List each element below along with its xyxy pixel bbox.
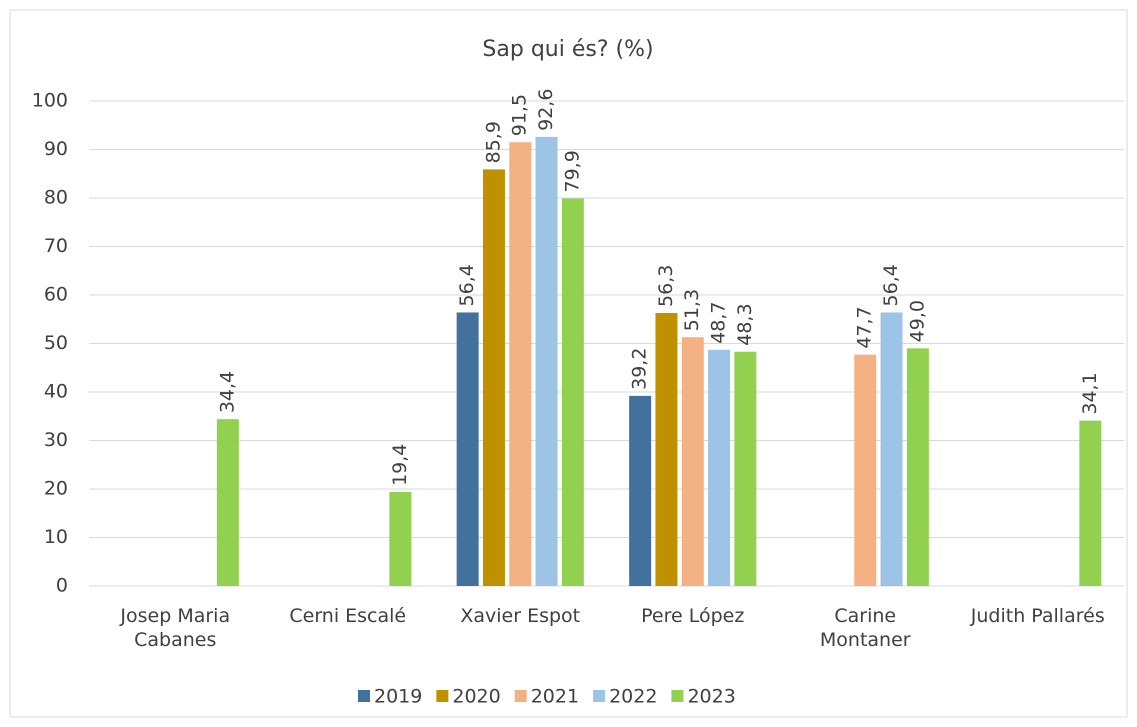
x-tick-label: Pere López bbox=[641, 605, 745, 627]
y-tick-label: 20 bbox=[44, 478, 68, 500]
value-label: 47,7 bbox=[854, 306, 876, 348]
value-label: 85,9 bbox=[482, 121, 504, 163]
bar bbox=[535, 136, 558, 586]
bar bbox=[216, 419, 239, 586]
value-label: 34,1 bbox=[1079, 372, 1101, 414]
y-tick-label: 50 bbox=[44, 332, 68, 354]
bar bbox=[456, 312, 479, 586]
bar bbox=[482, 169, 505, 586]
x-tick-label: Carine Montaner bbox=[819, 605, 911, 651]
value-label: 49,0 bbox=[906, 300, 928, 342]
value-label: 56,4 bbox=[456, 264, 478, 306]
x-tick-label: Cerni Escalé bbox=[289, 605, 407, 627]
value-label: 56,4 bbox=[880, 264, 902, 306]
y-tick-label: 30 bbox=[44, 429, 68, 451]
y-tick-label: 10 bbox=[44, 526, 68, 548]
bar bbox=[655, 312, 678, 586]
legend-label: 2020 bbox=[452, 686, 500, 708]
x-tick-label: Judith Pallarés bbox=[970, 605, 1105, 627]
bar bbox=[854, 354, 877, 586]
value-label: 51,3 bbox=[681, 289, 703, 331]
chart-title: Sap qui és? (%) bbox=[482, 37, 653, 62]
legend-swatch bbox=[514, 690, 527, 702]
bar bbox=[880, 312, 903, 586]
legend-label: 2021 bbox=[531, 686, 579, 708]
bar bbox=[1079, 420, 1102, 586]
y-tick-label: 100 bbox=[32, 90, 68, 112]
value-label: 56,3 bbox=[655, 265, 677, 307]
bar bbox=[389, 491, 412, 586]
legend-label: 2019 bbox=[374, 686, 422, 708]
y-tick-label: 40 bbox=[44, 381, 68, 403]
value-label: 48,7 bbox=[708, 301, 730, 343]
value-label: 79,9 bbox=[561, 150, 583, 192]
value-label: 34,4 bbox=[216, 371, 238, 413]
legend-swatch bbox=[593, 690, 606, 702]
x-tick-label: Xavier Espot bbox=[460, 605, 581, 627]
bar bbox=[561, 198, 584, 587]
value-label: 39,2 bbox=[629, 348, 651, 390]
bar bbox=[734, 351, 757, 586]
value-label: 92,6 bbox=[535, 89, 557, 131]
y-tick-label: 80 bbox=[44, 187, 68, 209]
value-label: 19,4 bbox=[389, 444, 411, 486]
y-tick-label: 60 bbox=[44, 284, 68, 306]
bar bbox=[681, 337, 704, 586]
legend-label: 2022 bbox=[609, 686, 657, 708]
value-label: 48,3 bbox=[734, 303, 756, 345]
y-tick-label: 90 bbox=[44, 138, 68, 160]
bar bbox=[509, 142, 532, 586]
bar bbox=[629, 395, 652, 586]
legend-swatch bbox=[671, 690, 684, 702]
legend-label: 2023 bbox=[687, 686, 735, 708]
y-tick-label: 0 bbox=[56, 575, 68, 597]
bar bbox=[906, 348, 929, 586]
value-label: 91,5 bbox=[509, 94, 531, 136]
legend-swatch bbox=[436, 690, 449, 702]
y-tick-label: 70 bbox=[44, 235, 68, 257]
x-tick-label: Josep Maria Cabanes bbox=[120, 605, 231, 651]
bar bbox=[708, 349, 731, 586]
legend-swatch bbox=[358, 690, 370, 702]
